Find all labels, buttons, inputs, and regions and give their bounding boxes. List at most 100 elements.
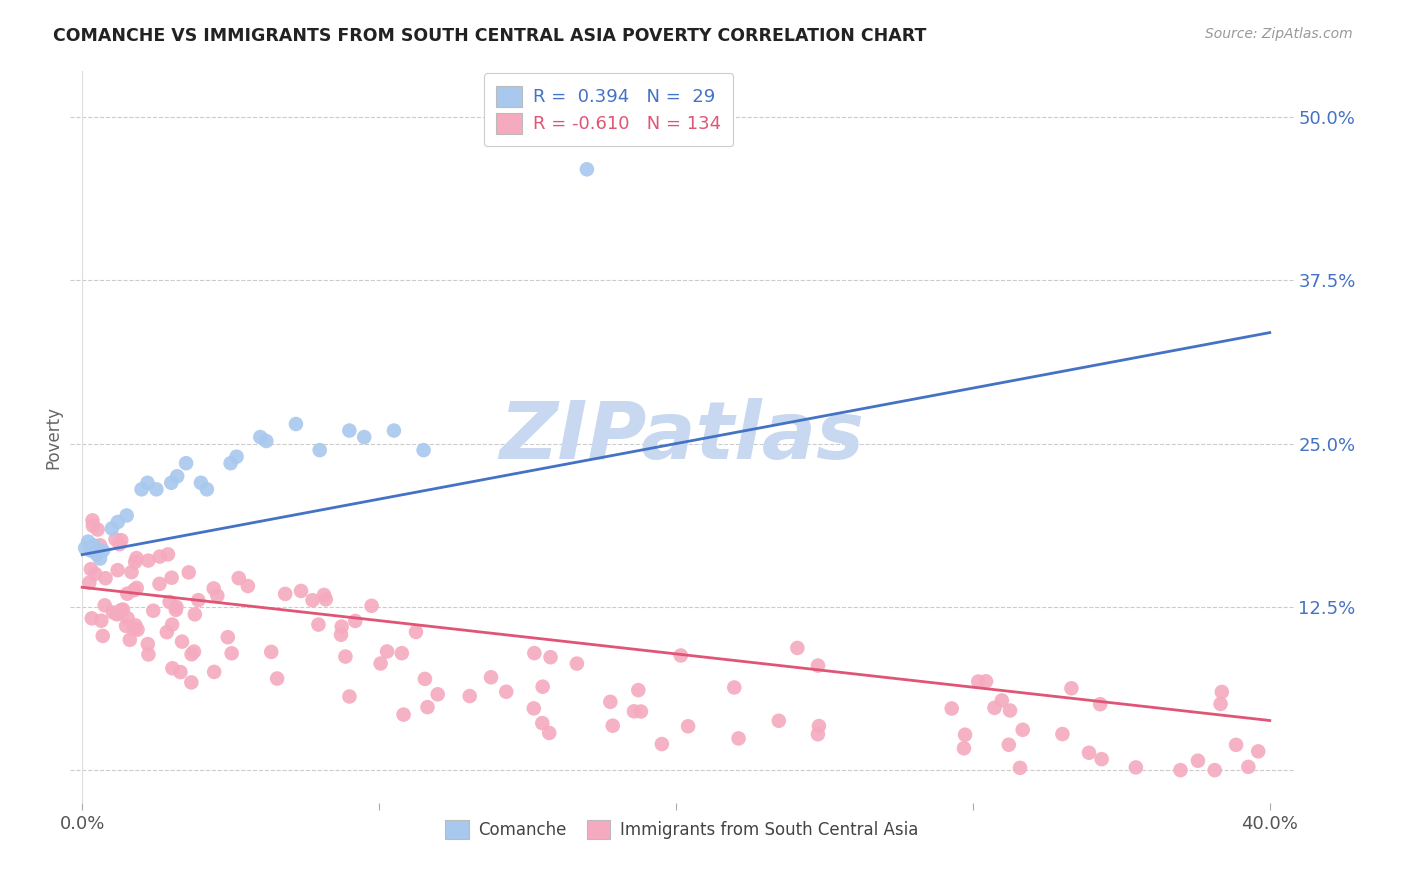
Point <box>94 571 117 585</box>
Point <box>228 571 250 585</box>
Point <box>165 599 187 614</box>
Point <box>623 704 645 718</box>
Point <box>249 430 271 444</box>
Point <box>202 665 225 679</box>
Point <box>723 681 745 695</box>
Point <box>156 547 179 561</box>
Point <box>101 606 124 620</box>
Point <box>79 575 101 590</box>
Point <box>136 553 159 567</box>
Point <box>122 583 145 598</box>
Point <box>531 680 554 694</box>
Point <box>807 727 830 741</box>
Point <box>89 538 111 552</box>
Point <box>254 434 277 448</box>
Point <box>131 483 153 497</box>
Point <box>1204 763 1226 777</box>
Point <box>104 533 127 547</box>
Point <box>392 707 415 722</box>
Point <box>630 705 652 719</box>
Point <box>301 593 323 607</box>
Point <box>768 714 790 728</box>
Point <box>107 563 129 577</box>
Point <box>156 625 179 640</box>
Point <box>565 657 588 671</box>
Point <box>221 646 243 660</box>
Point <box>315 592 337 607</box>
Point <box>370 657 392 671</box>
Point <box>183 644 205 658</box>
Point <box>105 607 128 622</box>
Point <box>219 456 242 470</box>
Point <box>337 424 360 438</box>
Point <box>360 599 382 613</box>
Point <box>523 701 546 715</box>
Point <box>162 661 184 675</box>
Point <box>375 644 398 658</box>
Point <box>111 602 134 616</box>
Point <box>308 443 330 458</box>
Point <box>1008 761 1031 775</box>
Point <box>405 624 427 639</box>
Point <box>180 675 202 690</box>
Point <box>1237 760 1260 774</box>
Point <box>115 508 138 523</box>
Point <box>1225 738 1247 752</box>
Point <box>174 456 197 470</box>
Point <box>1170 763 1192 777</box>
Point <box>82 513 104 527</box>
Point <box>307 617 329 632</box>
Point <box>330 628 353 642</box>
Point <box>110 603 132 617</box>
Point <box>195 483 218 497</box>
Point <box>160 617 183 632</box>
Point <box>727 731 749 746</box>
Point <box>177 566 200 580</box>
Point <box>998 703 1021 717</box>
Point <box>124 555 146 569</box>
Point <box>84 566 107 581</box>
Point <box>86 523 108 537</box>
Point <box>1060 681 1083 696</box>
Point <box>80 562 103 576</box>
Point <box>1091 752 1114 766</box>
Point <box>807 658 830 673</box>
Point <box>413 672 436 686</box>
Text: ZIPatlas: ZIPatlas <box>499 398 865 476</box>
Point <box>312 588 335 602</box>
Point <box>983 701 1005 715</box>
Point <box>651 737 673 751</box>
Point <box>118 632 141 647</box>
Point <box>1187 754 1209 768</box>
Point <box>207 589 229 603</box>
Point <box>941 701 963 715</box>
Point <box>344 614 367 628</box>
Point <box>669 648 692 663</box>
Point <box>165 603 187 617</box>
Point <box>127 623 149 637</box>
Point <box>91 543 114 558</box>
Point <box>117 587 139 601</box>
Point <box>479 670 502 684</box>
Point <box>953 728 976 742</box>
Point <box>627 683 650 698</box>
Point <box>290 583 312 598</box>
Point <box>159 595 181 609</box>
Point <box>538 726 561 740</box>
Point <box>166 469 188 483</box>
Point <box>138 648 160 662</box>
Point <box>124 618 146 632</box>
Point <box>184 607 207 622</box>
Point <box>967 674 990 689</box>
Point <box>974 674 997 689</box>
Point <box>284 417 307 431</box>
Point <box>75 541 97 555</box>
Point <box>676 719 699 733</box>
Point <box>382 424 405 438</box>
Point <box>335 649 357 664</box>
Legend: Comanche, Immigrants from South Central Asia: Comanche, Immigrants from South Central … <box>439 814 925 846</box>
Point <box>136 637 159 651</box>
Point <box>190 475 212 490</box>
Text: COMANCHE VS IMMIGRANTS FROM SOUTH CENTRAL ASIA POVERTY CORRELATION CHART: COMANCHE VS IMMIGRANTS FROM SOUTH CENTRA… <box>53 27 927 45</box>
Point <box>202 582 225 596</box>
